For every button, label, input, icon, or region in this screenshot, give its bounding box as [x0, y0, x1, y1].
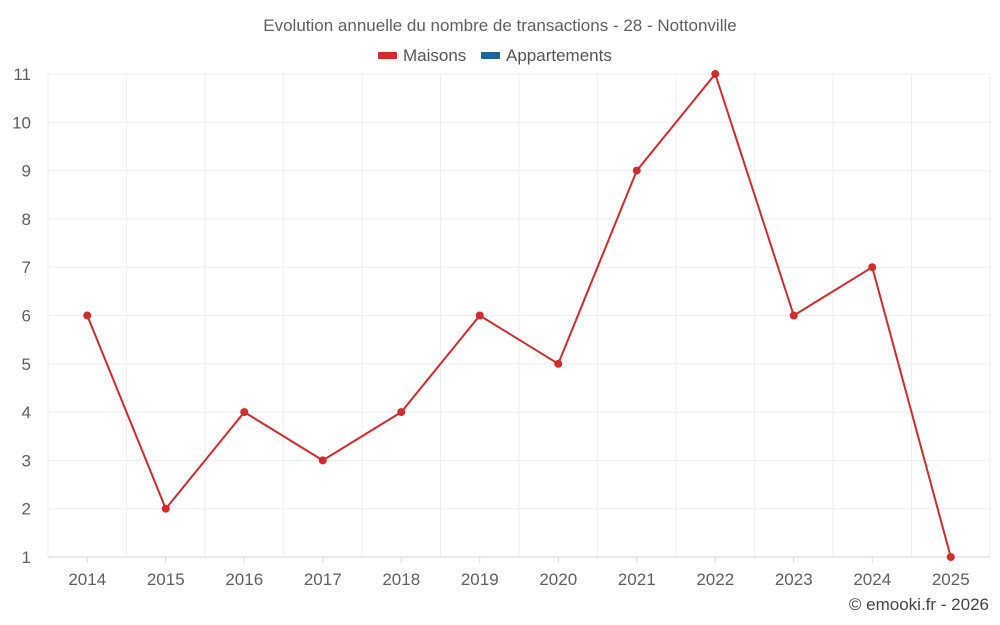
data-point-maisons[interactable] — [475, 311, 484, 320]
y-tick-label: 1 — [22, 548, 31, 567]
credit-text: © emooki.fr - 2026 — [849, 595, 989, 614]
x-tick-label: 2022 — [696, 570, 734, 589]
y-tick-label: 3 — [22, 451, 31, 470]
y-axis: 1 2 3 4 5 6 7 8 9 10 11 — [12, 65, 31, 567]
legend-item-maisons[interactable]: Maisons — [378, 46, 466, 65]
y-tick-label: 11 — [13, 65, 31, 84]
y-tick-label: 8 — [22, 210, 31, 229]
series-line-maisons — [86, 73, 952, 558]
data-point-maisons[interactable] — [632, 166, 641, 175]
legend-swatch-maisons — [378, 52, 397, 59]
x-tick-label: 2020 — [539, 570, 577, 589]
y-tick-label: 4 — [22, 403, 31, 422]
legend-item-appartements[interactable]: Appartements — [481, 46, 612, 65]
y-tick-label: 9 — [22, 162, 31, 181]
x-tick-label: 2017 — [304, 570, 342, 589]
x-axis: 2014 2015 2016 2017 2018 2019 2020 2021 2022 2023… — [68, 557, 970, 589]
data-point-maisons[interactable] — [789, 311, 798, 320]
x-tick-label: 2024 — [853, 570, 891, 589]
y-tick-label: 7 — [22, 258, 31, 277]
x-tick-label: 2016 — [225, 570, 263, 589]
series-maisons — [83, 70, 955, 561]
x-tick-label: 2025 — [932, 570, 970, 589]
legend: Maisons Appartements — [378, 46, 612, 65]
chart-title: Evolution annuelle du nombre de transact… — [263, 16, 736, 35]
y-tick-label: 2 — [22, 500, 31, 519]
x-tick-label: 2019 — [461, 570, 499, 589]
x-tick-label: 2021 — [618, 570, 656, 589]
data-point-maisons[interactable] — [83, 311, 92, 320]
data-point-maisons[interactable] — [240, 408, 249, 417]
data-point-maisons[interactable] — [397, 408, 406, 417]
x-tick-label: 2014 — [68, 570, 106, 589]
y-tick-label: 5 — [22, 355, 31, 374]
y-tick-label: 10 — [12, 113, 31, 132]
legend-swatch-appartements — [481, 52, 500, 59]
grid — [47, 73, 991, 558]
x-tick-label: 2018 — [382, 570, 420, 589]
data-point-maisons[interactable] — [318, 456, 327, 465]
data-point-maisons[interactable] — [161, 504, 170, 513]
legend-label-appartements: Appartements — [506, 46, 612, 65]
data-point-maisons[interactable] — [946, 553, 955, 561]
data-point-maisons[interactable] — [868, 263, 877, 272]
legend-label-maisons: Maisons — [403, 46, 466, 65]
y-tick-label: 6 — [22, 307, 31, 326]
data-point-maisons[interactable] — [711, 70, 720, 78]
x-tick-label: 2023 — [775, 570, 813, 589]
x-tick-label: 2015 — [147, 570, 185, 589]
data-point-maisons[interactable] — [554, 359, 563, 368]
